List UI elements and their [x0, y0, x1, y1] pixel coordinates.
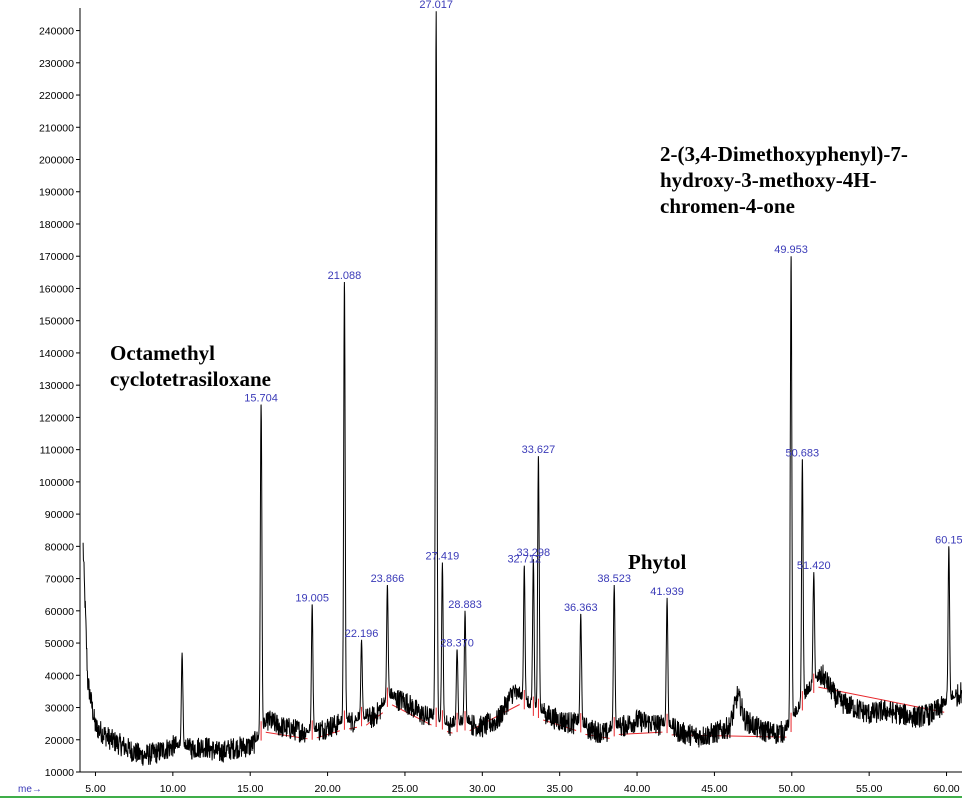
compound-annotations: Octamethyl cyclotetrasiloxane 2-(3,4-Dimet…: [110, 142, 908, 574]
y-tick-label: 30000: [45, 703, 74, 715]
x-tick-label: 45.00: [701, 783, 727, 795]
y-tick-label: 40000: [45, 670, 74, 682]
peak-label: 27.419: [426, 550, 460, 562]
compound-annotation: 2-(3,4-Dimethoxyphenyl)-7-hydroxy-3-meth…: [660, 142, 908, 218]
peak-label: 33.298: [517, 547, 551, 559]
annotation-line: Octamethyl: [110, 341, 215, 365]
x-tick-label: 15.00: [237, 783, 263, 795]
peak-label: 51.420: [797, 560, 831, 572]
x-tick-label: 25.00: [392, 783, 418, 795]
peak-label: 28.370: [440, 638, 474, 650]
peak-label: 36.363: [564, 602, 598, 614]
annotation-line: 2-(3,4-Dimethoxyphenyl)-7-: [660, 142, 908, 166]
annotation-line: cyclotetrasiloxane: [110, 367, 271, 391]
peak-label: 19.005: [295, 592, 329, 604]
integration-baseline: [618, 731, 663, 735]
peak-label: 41.939: [650, 586, 684, 598]
peak-label: 23.866: [371, 573, 405, 585]
x-axis-ticks: 5.00 10.00 15.00 20.00 25.00 30.00 35.00 40.00 4…: [85, 772, 960, 795]
y-tick-label: 210000: [39, 122, 74, 134]
y-tick-label: 80000: [45, 541, 74, 553]
peak-label: 21.088: [328, 270, 362, 282]
y-tick-label: 60000: [45, 606, 74, 618]
y-tick-label: 220000: [39, 90, 74, 102]
annotation-line: hydroxy-3-methoxy-4H-: [660, 168, 877, 192]
y-tick-label: 100000: [39, 477, 74, 489]
compound-annotation: Octamethyl cyclotetrasiloxane: [110, 341, 271, 391]
y-tick-label: 130000: [39, 380, 74, 392]
y-axis-ticks: 10000 20000 30000 40000 50000 60000 70000 80000…: [39, 26, 80, 779]
x-tick-label: 20.00: [314, 783, 340, 795]
x-tick-label: 60.00: [933, 783, 959, 795]
y-tick-label: 110000: [40, 445, 74, 457]
y-tick-label: 140000: [39, 348, 74, 360]
x-tick-label: 40.00: [624, 783, 650, 795]
y-tick-label: 160000: [39, 283, 74, 295]
y-tick-label: 120000: [39, 412, 74, 424]
x-tick-label: 30.00: [469, 783, 495, 795]
x-tick-label: 10.00: [160, 783, 186, 795]
y-tick-label: 10000: [45, 767, 74, 779]
x-tick-label: 5.00: [85, 783, 106, 795]
peak-label: 27.017: [419, 0, 453, 11]
y-tick-label: 170000: [39, 251, 74, 263]
x-unit-label: me→: [18, 784, 42, 795]
peak-label: 32.712: [507, 554, 541, 566]
x-tick-label: 35.00: [547, 783, 573, 795]
peak-label: 22.196: [345, 628, 379, 640]
annotation-line: Phytol: [628, 550, 687, 574]
y-tick-label: 90000: [45, 509, 74, 521]
chromatogram-trace: [82, 11, 962, 766]
axes: me→: [0, 8, 962, 798]
peak-label: 49.953: [774, 244, 808, 256]
peak-labels: 15.704 19.005 21.088 22.196 23.866 27.017 27.4…: [244, 0, 962, 650]
y-tick-label: 20000: [45, 735, 74, 747]
y-tick-label: 230000: [39, 58, 74, 70]
peak-label: 38.523: [597, 573, 631, 585]
y-tick-label: 150000: [39, 316, 74, 328]
peak-label: 50.683: [786, 447, 820, 459]
peak-label: 33.627: [522, 444, 556, 456]
integration-baseline: [469, 704, 520, 732]
x-tick-label: 50.00: [779, 783, 805, 795]
y-tick-label: 180000: [39, 219, 74, 231]
annotation-line: chromen-4-one: [660, 194, 795, 218]
peak-label: 15.704: [244, 393, 278, 405]
y-tick-label: 200000: [39, 155, 74, 167]
x-tick-label: 55.00: [856, 783, 882, 795]
compound-annotation: Phytol: [628, 550, 687, 574]
y-tick-label: 50000: [45, 638, 74, 650]
integration-baseline: [818, 686, 945, 713]
peak-label: 28.883: [448, 599, 482, 611]
peak-label: 60.15: [935, 534, 962, 546]
y-tick-label: 190000: [39, 187, 74, 199]
y-tick-label: 70000: [45, 574, 74, 586]
y-tick-label: 240000: [39, 26, 74, 38]
